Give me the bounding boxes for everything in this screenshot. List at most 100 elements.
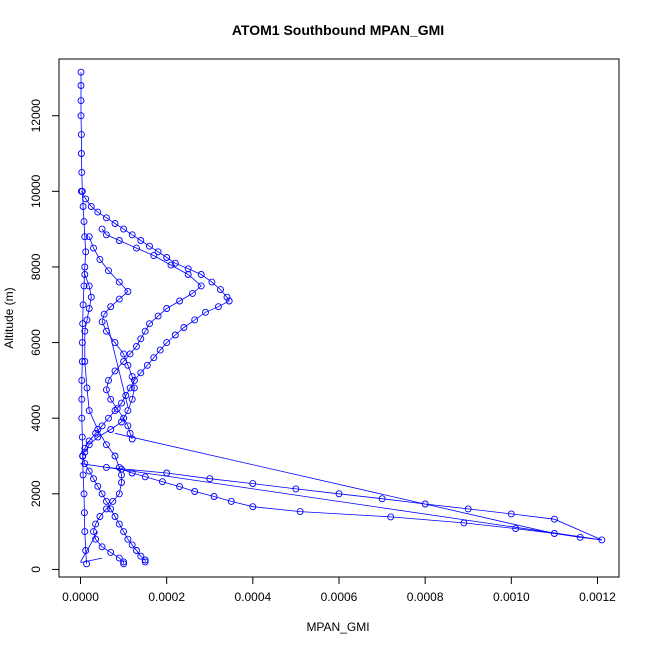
data-point — [249, 503, 257, 511]
data-point — [171, 331, 179, 339]
data-point — [122, 392, 130, 399]
data-point — [105, 376, 112, 384]
y-tick-label: 0 — [29, 566, 43, 573]
data-point — [78, 358, 86, 365]
data-point — [128, 541, 136, 549]
data-point — [79, 471, 87, 479]
series-line — [84, 236, 135, 453]
data-point — [90, 475, 97, 483]
data-point — [81, 460, 89, 468]
data-point — [81, 528, 89, 536]
data-point — [163, 254, 171, 261]
data-point — [102, 505, 110, 513]
data-point — [98, 225, 106, 233]
data-point — [79, 452, 87, 460]
data-point — [87, 293, 95, 301]
data-point — [137, 237, 145, 244]
data-point — [81, 358, 89, 365]
series-connector — [80, 463, 602, 541]
data-point — [120, 528, 128, 536]
data-point — [102, 497, 110, 505]
data-point — [249, 480, 257, 488]
data-point — [163, 339, 171, 347]
data-point — [111, 367, 119, 375]
data-point — [81, 271, 89, 278]
data-point — [146, 242, 153, 250]
data-point — [156, 346, 164, 354]
data-point — [105, 267, 112, 275]
y-tick-label: 4000 — [29, 405, 43, 432]
x-axis-label: MPAN_GMI — [306, 620, 369, 634]
data-point — [223, 293, 231, 301]
data-point — [77, 82, 85, 89]
data-point — [111, 220, 119, 227]
data-point — [550, 530, 558, 537]
data-point — [120, 560, 128, 568]
data-point — [77, 68, 85, 76]
data-point — [150, 252, 158, 260]
data-point — [81, 444, 89, 452]
data-point — [335, 490, 343, 498]
series-line — [84, 274, 124, 564]
series-points — [77, 68, 606, 568]
data-point — [206, 475, 214, 483]
data-point — [105, 414, 112, 422]
data-point — [460, 519, 468, 527]
data-point — [85, 305, 93, 312]
data-point — [94, 426, 102, 433]
data-point — [102, 463, 110, 471]
data-point — [79, 203, 87, 210]
data-point — [137, 369, 145, 377]
series-line — [80, 72, 87, 564]
y-tick-label: 2000 — [29, 480, 43, 507]
data-point — [81, 233, 89, 241]
chart-title: ATOM1 Southbound MPAN_GMI — [232, 22, 444, 38]
data-point — [143, 361, 151, 369]
data-point — [378, 495, 386, 503]
data-point — [296, 508, 304, 516]
data-point — [77, 97, 85, 105]
data-point — [184, 271, 192, 278]
data-point — [85, 441, 93, 449]
data-point — [227, 497, 235, 505]
plot-area — [58, 58, 620, 578]
data-point — [102, 327, 110, 335]
data-point — [120, 558, 128, 566]
data-point — [130, 384, 138, 392]
data-point — [464, 505, 472, 513]
data-point — [225, 297, 233, 305]
x-tick-label: 0.0012 — [579, 590, 616, 604]
data-point — [141, 473, 149, 481]
data-point — [146, 320, 153, 328]
data-point — [111, 407, 119, 415]
data-point — [133, 342, 140, 350]
x-tick-label: 0.0008 — [407, 590, 444, 604]
x-tick-label: 0.0006 — [321, 590, 358, 604]
data-point — [87, 203, 95, 210]
data-point — [80, 509, 88, 517]
data-point — [96, 513, 104, 520]
data-point — [85, 233, 93, 241]
data-point — [115, 490, 123, 498]
data-point — [171, 259, 179, 267]
data-point — [120, 225, 128, 233]
data-point — [133, 547, 140, 554]
x-tick-label: 0.0000 — [62, 590, 99, 604]
data-point — [107, 548, 115, 556]
data-point — [176, 483, 184, 491]
data-point — [102, 441, 110, 449]
data-point — [137, 335, 145, 343]
series-line — [101, 228, 202, 440]
data-point — [85, 407, 93, 415]
data-point — [421, 500, 429, 508]
data-point — [94, 208, 102, 216]
data-point — [141, 558, 149, 566]
y-tick-label: 12000 — [29, 99, 43, 133]
data-point — [94, 482, 102, 490]
data-point — [120, 414, 128, 422]
series-lines — [80, 72, 602, 564]
data-point — [163, 469, 171, 477]
series-line — [81, 191, 230, 457]
data-point — [126, 384, 134, 392]
y-tick-label: 6000 — [29, 329, 43, 356]
